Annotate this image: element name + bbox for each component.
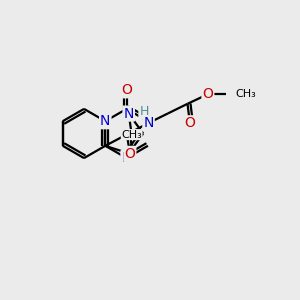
Text: O: O <box>121 83 132 97</box>
Text: CH₃: CH₃ <box>235 89 256 99</box>
Text: O: O <box>124 147 135 161</box>
Text: H: H <box>139 105 149 118</box>
Text: N: N <box>143 116 154 130</box>
Text: O: O <box>184 116 195 130</box>
Text: O: O <box>202 87 213 101</box>
Text: N: N <box>122 151 132 165</box>
Text: N: N <box>124 106 134 121</box>
Text: N: N <box>100 114 110 128</box>
Text: CH₃: CH₃ <box>121 130 142 140</box>
